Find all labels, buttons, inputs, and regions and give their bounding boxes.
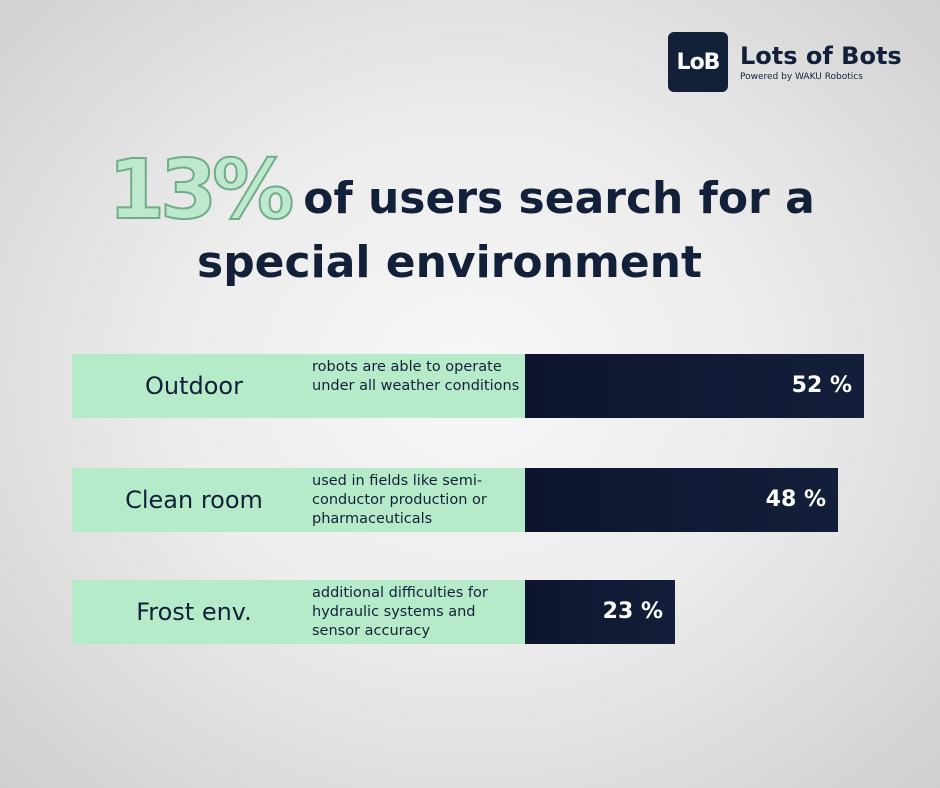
category-label: Frost env. (136, 598, 252, 626)
logo-subtitle: Powered by WAKU Robotics (740, 72, 863, 82)
logo-name: Lots of Bots (740, 42, 902, 70)
category-description: used in fields like semi-conductor produ… (312, 473, 487, 527)
logo: LoB Lots of Bots Powered by WAKU Robotic… (668, 32, 902, 92)
logo-mark: LoB (668, 32, 728, 92)
bar: 23 % (525, 580, 675, 644)
logo-text: Lots of Bots Powered by WAKU Robotics (740, 42, 902, 82)
bar-value-label: 23 % (602, 599, 663, 624)
bar: 52 % (525, 354, 864, 418)
bar-value-label: 48 % (765, 487, 826, 512)
row-background (72, 468, 525, 532)
headline-line-1-text: of users search for a (303, 172, 815, 224)
headline-line-1: 13% of users search for a (107, 142, 815, 239)
headline-line-2: special environment (197, 237, 703, 288)
headline-big-number: 13% (107, 142, 295, 239)
category-label: Outdoor (145, 372, 243, 400)
row-background (72, 354, 525, 418)
row-background (72, 580, 525, 644)
bar: 48 % (525, 468, 838, 532)
category-description: additional difficulties for hydraulic sy… (312, 585, 488, 639)
category-description: robots are able to operate under all wea… (312, 359, 520, 394)
bar-value-label: 52 % (791, 373, 852, 398)
category-label: Clean room (125, 486, 263, 514)
